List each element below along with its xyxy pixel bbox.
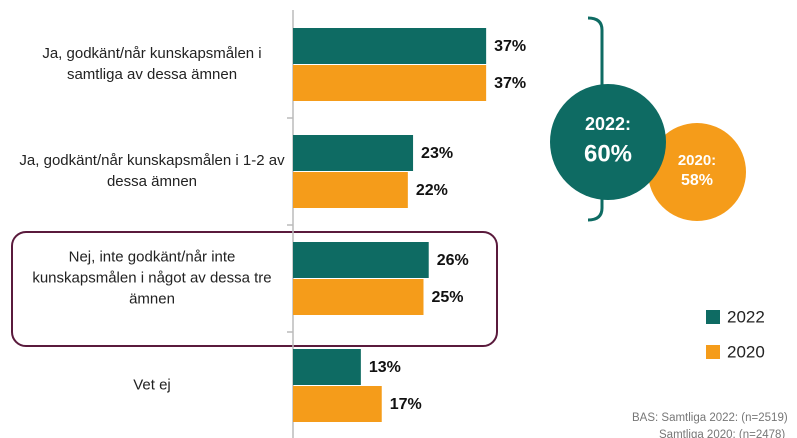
value-label: 37% xyxy=(494,75,526,92)
footnote: Samtliga 2020: (n=2478) xyxy=(659,429,785,438)
category-label: Vet ej xyxy=(133,376,171,394)
legend-swatch xyxy=(706,345,720,359)
summary-label: 2022: xyxy=(585,114,631,134)
value-label: 23% xyxy=(421,145,453,162)
value-label: 26% xyxy=(437,252,469,269)
bar xyxy=(293,386,382,422)
category-label: Nej, inte godkänt/når inte kunskapsmålen… xyxy=(32,248,272,308)
category-label: Ja, godkänt/når kunskapsmålen i samtliga… xyxy=(42,45,262,83)
value-label: 17% xyxy=(390,396,422,413)
bar xyxy=(293,279,424,315)
value-label: 37% xyxy=(494,38,526,55)
legend-label: 2020 xyxy=(727,342,765,361)
summary-value: 60% xyxy=(584,141,632,168)
bar xyxy=(293,135,414,171)
summary-circle xyxy=(648,123,746,221)
value-label: 25% xyxy=(432,289,464,306)
value-label: 13% xyxy=(369,359,401,376)
summary-circle xyxy=(550,84,666,200)
summary-label: 2020: xyxy=(678,152,716,169)
value-label: 22% xyxy=(416,182,448,199)
bar xyxy=(293,65,487,101)
summary-value: 58% xyxy=(681,172,713,189)
legend-swatch xyxy=(706,310,720,324)
legend-label: 2022 xyxy=(727,307,765,326)
category-label: Ja, godkänt/når kunskapsmålen i 1-2 av d… xyxy=(19,152,285,190)
bar xyxy=(293,172,408,208)
highlight-box xyxy=(11,231,498,347)
bar xyxy=(293,28,487,64)
footnote: BAS: Samtliga 2022: (n=2519) xyxy=(632,412,788,424)
bar xyxy=(293,242,429,278)
bar xyxy=(293,349,361,385)
